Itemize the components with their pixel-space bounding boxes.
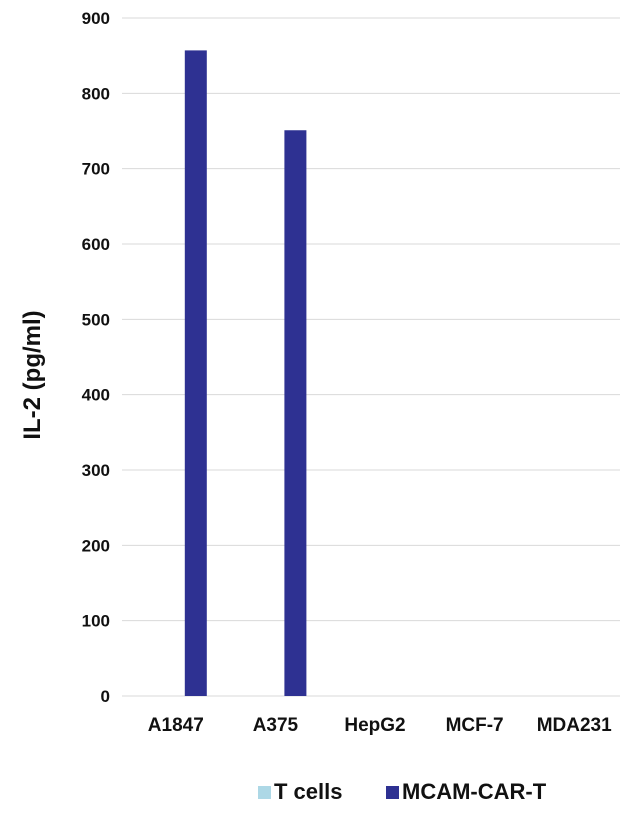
x-axis-ticks: A1847 A375 HepG2 MCF-7 MDA231 xyxy=(148,715,612,736)
legend-swatch xyxy=(386,786,399,799)
x-tick-label: MCF-7 xyxy=(446,715,504,736)
bars xyxy=(184,50,307,697)
y-tick-label: 300 xyxy=(82,461,110,480)
legend-label: T cells xyxy=(274,779,342,804)
x-tick-label: A375 xyxy=(253,715,299,736)
legend-item: T cells xyxy=(258,779,342,804)
y-tick-label: 700 xyxy=(82,160,110,179)
legend: T cells MCAM-CAR-T xyxy=(258,779,547,804)
y-tick-label: 500 xyxy=(82,310,110,329)
y-axis-title: IL-2 (pg/ml) xyxy=(19,310,46,439)
bar-mcam-car-t-a375 xyxy=(284,130,307,696)
legend-label: MCAM-CAR-T xyxy=(402,779,547,804)
legend-swatch xyxy=(258,786,271,799)
y-tick-label: 800 xyxy=(82,84,110,103)
x-tick-label: HepG2 xyxy=(344,715,405,736)
bar-mcam-car-t-a1847 xyxy=(184,50,207,697)
y-tick-label: 200 xyxy=(82,536,110,555)
x-tick-label: A1847 xyxy=(148,715,204,736)
y-axis-ticks: 0 100 200 300 400 500 600 700 800 900 xyxy=(82,9,110,706)
y-tick-label: 900 xyxy=(82,9,110,28)
y-tick-label: 400 xyxy=(82,386,110,405)
y-tick-label: 600 xyxy=(82,235,110,254)
legend-item: MCAM-CAR-T xyxy=(386,779,547,804)
x-tick-label: MDA231 xyxy=(537,715,612,736)
y-tick-label: 0 xyxy=(101,687,110,706)
y-tick-label: 100 xyxy=(82,612,110,631)
